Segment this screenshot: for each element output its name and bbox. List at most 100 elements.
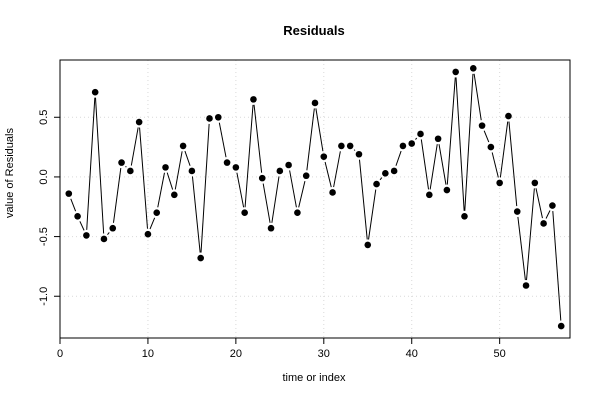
data-point <box>364 241 372 249</box>
series-segment <box>184 150 191 166</box>
data-point <box>417 130 424 138</box>
data-point <box>426 191 433 199</box>
series-segment <box>271 176 280 223</box>
data-point <box>443 186 451 194</box>
grid-layer <box>59 60 570 338</box>
data-point <box>65 190 73 197</box>
data-point <box>118 159 125 166</box>
data-point <box>206 115 213 122</box>
series-segment <box>415 137 418 140</box>
chart-title: Residuals <box>283 23 344 38</box>
y-tick-label: 0.0 <box>38 169 50 184</box>
data-point <box>83 232 90 239</box>
series-segment <box>139 127 148 229</box>
data-point <box>100 235 108 243</box>
series-segment <box>95 97 105 234</box>
series-segment <box>379 177 383 181</box>
x-tick-label: 40 <box>406 348 418 360</box>
series-segment <box>112 167 122 223</box>
series-segment <box>157 172 165 208</box>
data-point <box>469 65 477 72</box>
data-point <box>346 142 354 150</box>
series-segment <box>438 144 447 185</box>
series-segment <box>499 121 509 178</box>
series-segment <box>535 188 543 219</box>
data-point <box>311 99 319 107</box>
series-segment <box>244 104 254 208</box>
data-point <box>452 68 459 76</box>
data-point <box>390 167 398 175</box>
x-axis-label: time or index <box>283 372 346 384</box>
series-segment <box>464 73 474 211</box>
series-segment <box>517 216 526 281</box>
series-segment <box>368 189 377 240</box>
data-point <box>294 209 301 217</box>
data-point <box>153 209 161 217</box>
series-segment <box>483 130 490 143</box>
series-segment <box>174 151 183 190</box>
data-point <box>127 167 134 175</box>
x-axis: 0 10 20 30 40 50 <box>57 338 506 360</box>
series-segment <box>86 97 96 230</box>
series-segment <box>289 170 297 208</box>
data-point <box>408 140 416 147</box>
data-point <box>382 170 389 177</box>
series-segment <box>253 104 263 173</box>
data-point <box>135 118 143 126</box>
data-point <box>355 150 363 158</box>
data-point <box>171 191 178 199</box>
series-segment <box>166 172 174 190</box>
data-point <box>373 180 380 188</box>
series-segment <box>455 77 465 211</box>
series-segment <box>446 77 456 185</box>
series-segment <box>125 166 127 168</box>
data-point <box>214 113 222 121</box>
data-point <box>91 88 99 96</box>
data-point <box>531 179 539 187</box>
data-point <box>162 164 169 171</box>
data-point <box>144 230 152 238</box>
data-point <box>197 254 204 262</box>
data-point <box>557 322 565 330</box>
x-tick-label: 30 <box>318 348 330 360</box>
series-segment <box>473 73 482 121</box>
y-axis-label: value of Residuals <box>4 128 16 218</box>
series-segment <box>358 159 368 240</box>
series-segment <box>70 198 77 212</box>
data-point <box>232 164 240 171</box>
series-segment <box>353 149 356 151</box>
data-point <box>223 159 231 166</box>
series-segment <box>420 139 430 190</box>
x-tick-label: 50 <box>494 348 506 360</box>
series-segment <box>262 183 271 223</box>
x-tick-label: 10 <box>142 348 154 360</box>
series-layer <box>65 65 565 330</box>
data-point <box>496 179 503 187</box>
data-point <box>320 153 328 160</box>
series-segment <box>191 176 201 253</box>
series-segment <box>298 180 306 208</box>
data-point <box>522 282 530 289</box>
data-point <box>250 96 257 103</box>
series-segment <box>315 108 324 152</box>
data-point <box>276 167 284 175</box>
series-segment <box>149 217 156 230</box>
data-point <box>540 220 547 227</box>
data-point <box>505 112 512 120</box>
data-point <box>513 208 521 215</box>
series-segment <box>79 221 85 231</box>
x-tick-label: 20 <box>230 348 242 360</box>
data-point <box>267 224 275 232</box>
x-tick-label: 0 <box>57 348 63 360</box>
data-point <box>461 213 468 220</box>
data-point <box>478 122 486 129</box>
y-tick-label: -0.5 <box>38 227 50 246</box>
series-segment <box>552 211 562 321</box>
y-tick-label: 0.5 <box>38 110 50 125</box>
series-segment <box>200 123 210 253</box>
y-axis: -1.0 -0.5 0.0 0.5 <box>38 110 60 306</box>
data-point <box>338 142 345 150</box>
data-point <box>329 189 336 196</box>
data-point <box>109 224 117 232</box>
y-tick-label: -1.0 <box>38 287 50 306</box>
